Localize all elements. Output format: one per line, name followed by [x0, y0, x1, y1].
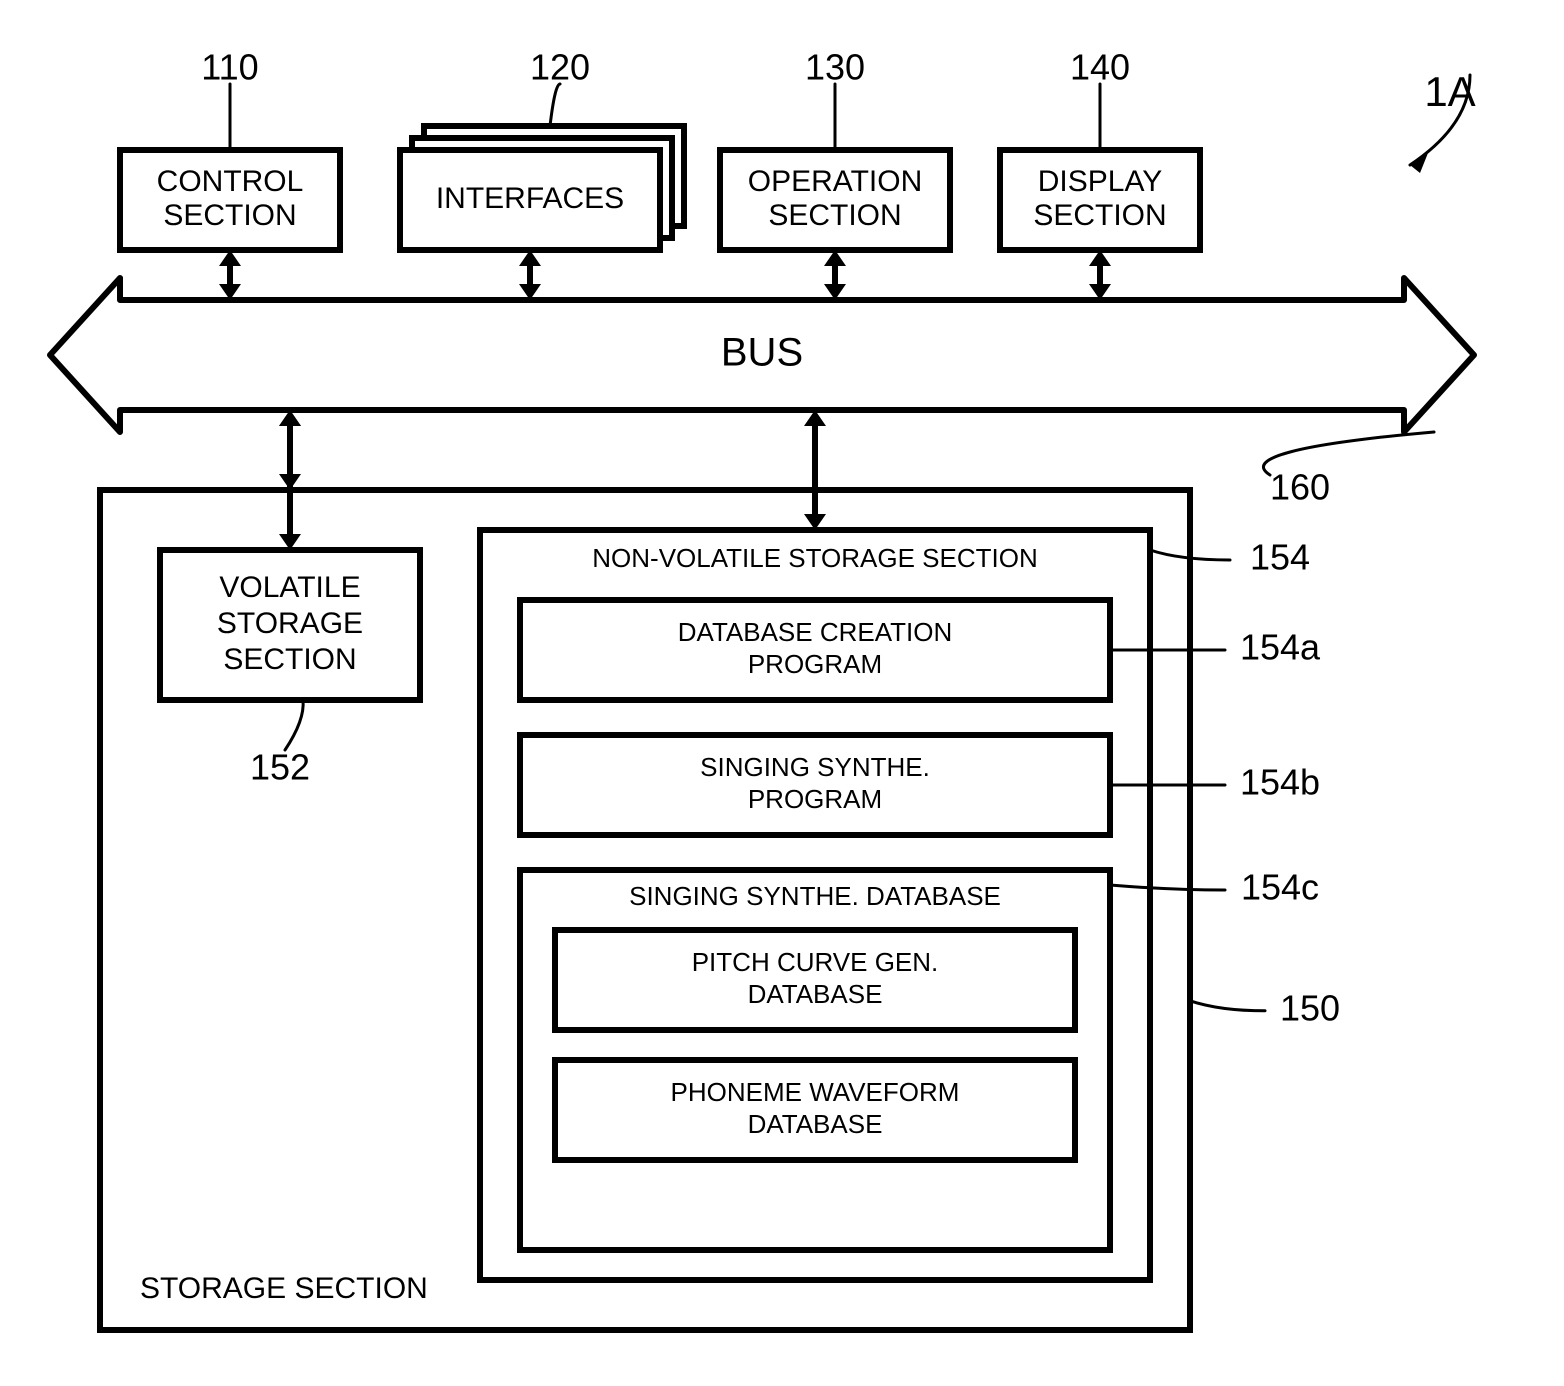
svg-text:SECTION: SECTION — [163, 199, 296, 232]
operation-box: OPERATIONSECTION — [720, 150, 950, 250]
svg-text:150: 150 — [1280, 987, 1340, 1028]
svg-text:NON-VOLATILE STORAGE SECTION: NON-VOLATILE STORAGE SECTION — [592, 543, 1037, 573]
svg-text:110: 110 — [201, 47, 258, 88]
svg-text:SECTION: SECTION — [1033, 199, 1166, 232]
svg-text:SECTION: SECTION — [768, 199, 901, 232]
svg-text:SECTION: SECTION — [223, 643, 356, 676]
svg-text:120: 120 — [530, 47, 590, 88]
svg-text:154: 154 — [1250, 537, 1310, 578]
svg-text:BUS: BUS — [721, 331, 803, 375]
svg-text:DISPLAY: DISPLAY — [1038, 165, 1163, 198]
svg-text:SINGING SYNTHE. DATABASE: SINGING SYNTHE. DATABASE — [629, 881, 1001, 911]
interfaces-box: INTERFACES — [400, 126, 684, 250]
svg-text:154a: 154a — [1240, 627, 1321, 668]
svg-text:OPERATION: OPERATION — [748, 165, 922, 198]
svg-text:160: 160 — [1270, 467, 1330, 508]
svg-text:SINGING SYNTHE.: SINGING SYNTHE. — [700, 752, 930, 782]
svg-text:152: 152 — [250, 747, 310, 788]
svg-text:DATABASE: DATABASE — [748, 979, 883, 1009]
svg-text:VOLATILE: VOLATILE — [219, 571, 360, 604]
volatile-storage: VOLATILESTORAGESECTION — [160, 550, 420, 700]
svg-text:PROGRAM: PROGRAM — [748, 784, 882, 814]
svg-text:140: 140 — [1070, 47, 1130, 88]
svg-text:PITCH CURVE GEN.: PITCH CURVE GEN. — [692, 947, 939, 977]
svg-text:154b: 154b — [1240, 762, 1320, 803]
svg-text:154c: 154c — [1241, 867, 1319, 908]
svg-text:PROGRAM: PROGRAM — [748, 649, 882, 679]
svg-text:STORAGE SECTION: STORAGE SECTION — [140, 1272, 428, 1305]
control-box: CONTROLSECTION — [120, 150, 340, 250]
svg-text:STORAGE: STORAGE — [217, 607, 363, 640]
svg-text:INTERFACES: INTERFACES — [436, 182, 624, 215]
svg-text:130: 130 — [805, 47, 865, 88]
svg-text:CONTROL: CONTROL — [157, 165, 304, 198]
svg-text:PHONEME WAVEFORM: PHONEME WAVEFORM — [671, 1077, 960, 1107]
svg-text:DATABASE: DATABASE — [748, 1109, 883, 1139]
svg-text:DATABASE CREATION: DATABASE CREATION — [678, 617, 953, 647]
display-box: DISPLAYSECTION — [1000, 150, 1200, 250]
nonvolatile-storage: NON-VOLATILE STORAGE SECTION DATABASE CRE… — [480, 530, 1150, 1280]
